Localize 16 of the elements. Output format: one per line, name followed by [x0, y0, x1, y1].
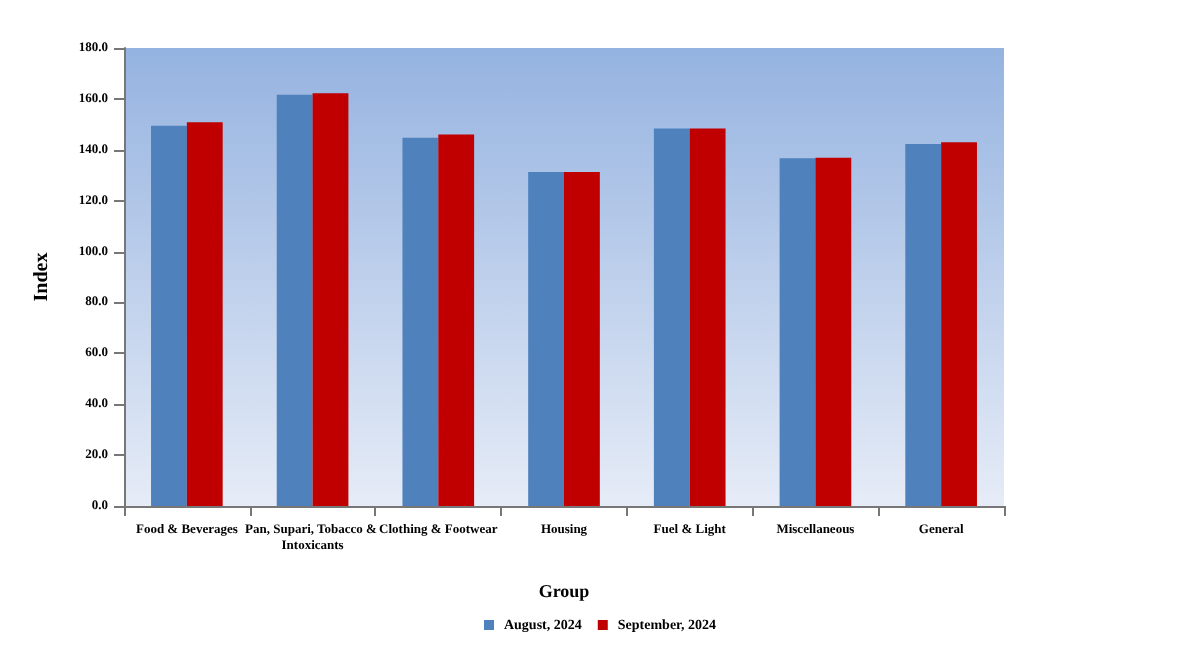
y-axis-title: Index	[31, 252, 53, 302]
bar	[689, 128, 726, 506]
bar	[941, 142, 977, 506]
bar	[186, 122, 223, 506]
bar	[402, 137, 439, 506]
bar	[276, 94, 313, 506]
bar	[815, 157, 852, 506]
bar	[438, 134, 475, 506]
bar	[312, 93, 349, 506]
bar	[564, 171, 600, 506]
bar	[905, 143, 942, 506]
bar	[653, 128, 690, 506]
bar	[151, 125, 187, 506]
bar	[779, 158, 816, 506]
x-axis-title: Group	[538, 581, 590, 601]
bar	[528, 171, 564, 506]
